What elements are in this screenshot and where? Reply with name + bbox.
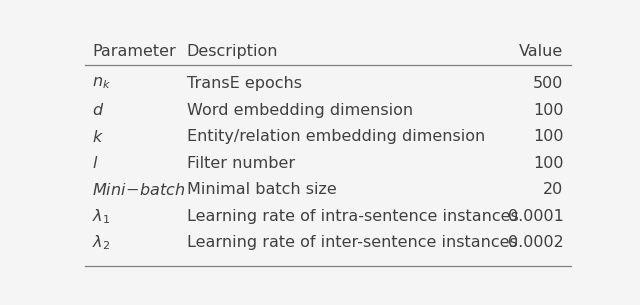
Text: Learning rate of intra-sentence instances: Learning rate of intra-sentence instance… — [187, 209, 518, 224]
Text: $\lambda_2$: $\lambda_2$ — [92, 233, 111, 252]
Text: TransE epochs: TransE epochs — [187, 76, 301, 91]
Text: $k$: $k$ — [92, 129, 104, 145]
Text: $n_k$: $n_k$ — [92, 76, 111, 92]
Text: Entity/relation embedding dimension: Entity/relation embedding dimension — [187, 129, 485, 144]
Text: 100: 100 — [533, 102, 564, 118]
Text: 0.0002: 0.0002 — [508, 235, 564, 250]
Text: 0.0001: 0.0001 — [508, 209, 564, 224]
Text: $\mathit{Mini\!-\!batch}$: $\mathit{Mini\!-\!batch}$ — [92, 182, 186, 198]
Text: 100: 100 — [533, 156, 564, 171]
Text: 500: 500 — [533, 76, 564, 91]
Text: Value: Value — [519, 44, 564, 59]
Text: $d$: $d$ — [92, 102, 104, 118]
Text: Minimal batch size: Minimal batch size — [187, 182, 337, 197]
Text: Learning rate of inter-sentence instances: Learning rate of inter-sentence instance… — [187, 235, 517, 250]
Text: 100: 100 — [533, 129, 564, 144]
Text: $l$: $l$ — [92, 155, 99, 171]
Text: Word embedding dimension: Word embedding dimension — [187, 102, 413, 118]
Text: $\lambda_1$: $\lambda_1$ — [92, 207, 111, 226]
Text: Description: Description — [187, 44, 278, 59]
Text: Filter number: Filter number — [187, 156, 295, 171]
Text: Parameter: Parameter — [92, 44, 176, 59]
Text: 20: 20 — [543, 182, 564, 197]
